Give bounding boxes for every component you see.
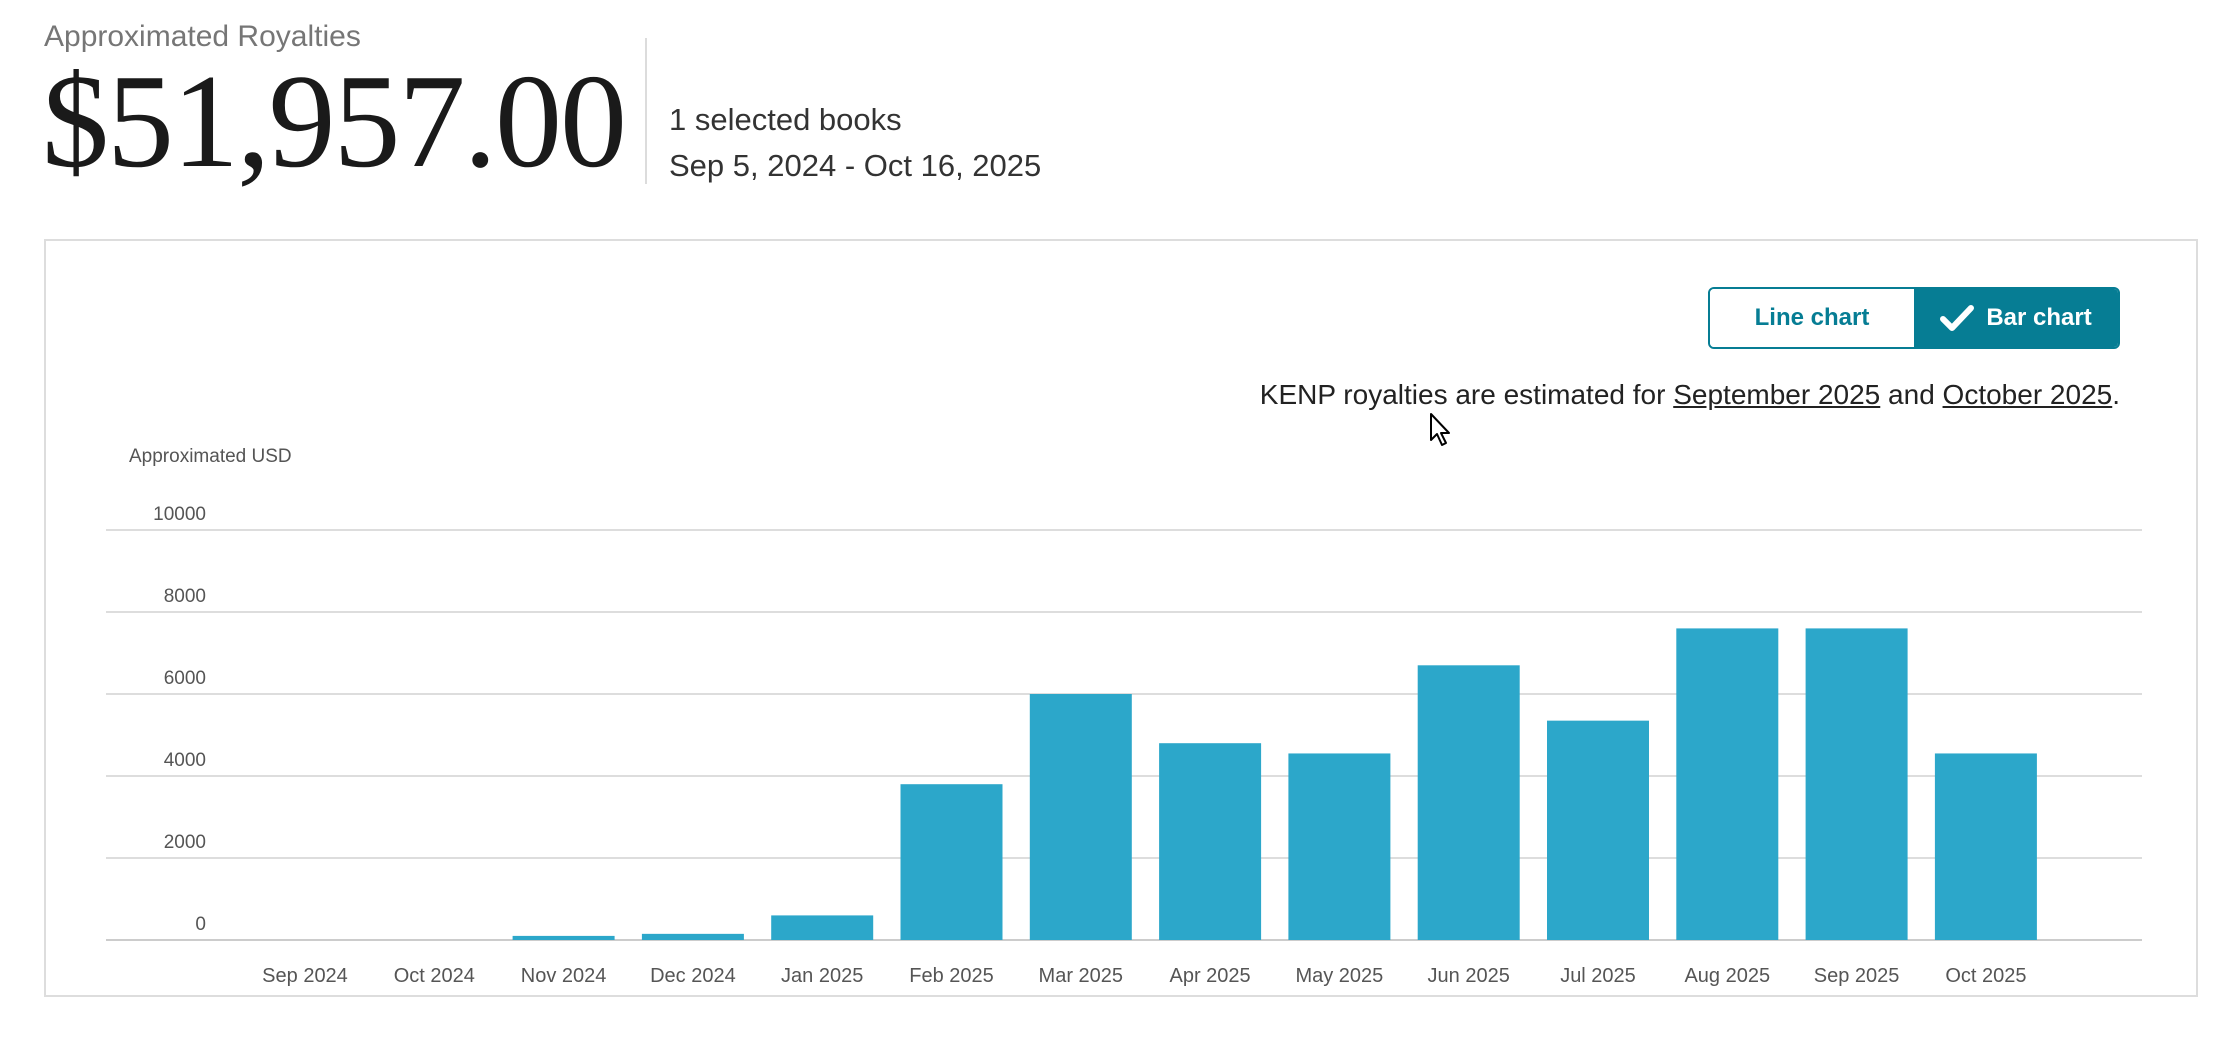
bar — [1547, 720, 1649, 940]
bar — [1934, 753, 2037, 940]
kenp-notice-prefix: KENP royalties are estimated for — [1259, 379, 1674, 410]
date-range: Sep 5, 2024 - Oct 16, 2025 — [669, 148, 1042, 183]
bar — [1029, 694, 1132, 940]
royalties-amount: $51,957.00 — [42, 47, 627, 195]
chart-card: Line chart Bar chart KENP royalties are … — [44, 239, 2198, 997]
bar — [1676, 628, 1779, 940]
bar — [1417, 665, 1520, 940]
bar — [512, 935, 615, 940]
y-tick-label: 2000 — [164, 832, 206, 853]
mouse-cursor-icon — [1429, 412, 1453, 448]
x-tick-label: Apr 2025 — [1170, 965, 1251, 987]
x-tick-label: Aug 2025 — [1684, 965, 1770, 987]
royalties-bar-chart: Approximated USD 0 2000 4000 6000 8000 10000 Se… — [106, 446, 2142, 987]
x-tick-label: Jun 2025 — [1428, 965, 1510, 987]
x-tick-label: Jul 2025 — [1560, 965, 1636, 987]
x-tick-label: Sep 2024 — [262, 965, 348, 987]
check-icon — [1940, 303, 1975, 333]
summary-label: Approximated Royalties — [44, 20, 361, 53]
y-tick-label: 0 — [195, 914, 206, 935]
x-tick-label: Oct 2024 — [394, 965, 475, 987]
y-tick-label: 10000 — [153, 504, 206, 525]
x-tick-label: Oct 2025 — [1945, 965, 2026, 987]
summary-divider — [645, 38, 647, 184]
x-tick-label: Nov 2024 — [521, 965, 607, 987]
x-tick-label: Feb 2025 — [909, 965, 994, 987]
y-tick-label: 8000 — [164, 586, 206, 607]
x-tick-label: Jan 2025 — [781, 965, 863, 987]
line-chart-button[interactable]: Line chart — [1710, 289, 1914, 347]
bar — [900, 784, 1003, 940]
bar — [771, 915, 874, 940]
y-axis-label: Approximated USD — [129, 446, 292, 467]
kenp-notice-middle: and — [1880, 379, 1943, 410]
bar-chart-button[interactable]: Bar chart — [1914, 289, 2118, 347]
bar-chart-label: Bar chart — [1986, 304, 2092, 331]
y-tick-label: 4000 — [164, 750, 206, 771]
bar — [641, 933, 744, 940]
october-2025-link[interactable]: October 2025 — [1942, 379, 2113, 410]
chart-type-toggle: Line chart Bar chart — [1708, 287, 2120, 349]
bar — [1288, 753, 1391, 940]
kenp-notice-suffix: . — [2112, 379, 2120, 410]
line-chart-label: Line chart — [1754, 304, 1870, 331]
selected-books-count: 1 selected books — [669, 102, 902, 137]
x-tick-label: Dec 2024 — [650, 965, 736, 987]
september-2025-link[interactable]: September 2025 — [1673, 379, 1881, 410]
bar — [1805, 628, 1908, 940]
x-tick-label: Mar 2025 — [1039, 965, 1124, 987]
bar — [1159, 743, 1262, 940]
x-tick-label: May 2025 — [1295, 965, 1383, 987]
x-tick-label: Sep 2025 — [1814, 965, 1900, 987]
y-tick-label: 6000 — [164, 668, 206, 689]
kenp-notice: KENP royalties are estimated for Septemb… — [1260, 379, 2120, 411]
